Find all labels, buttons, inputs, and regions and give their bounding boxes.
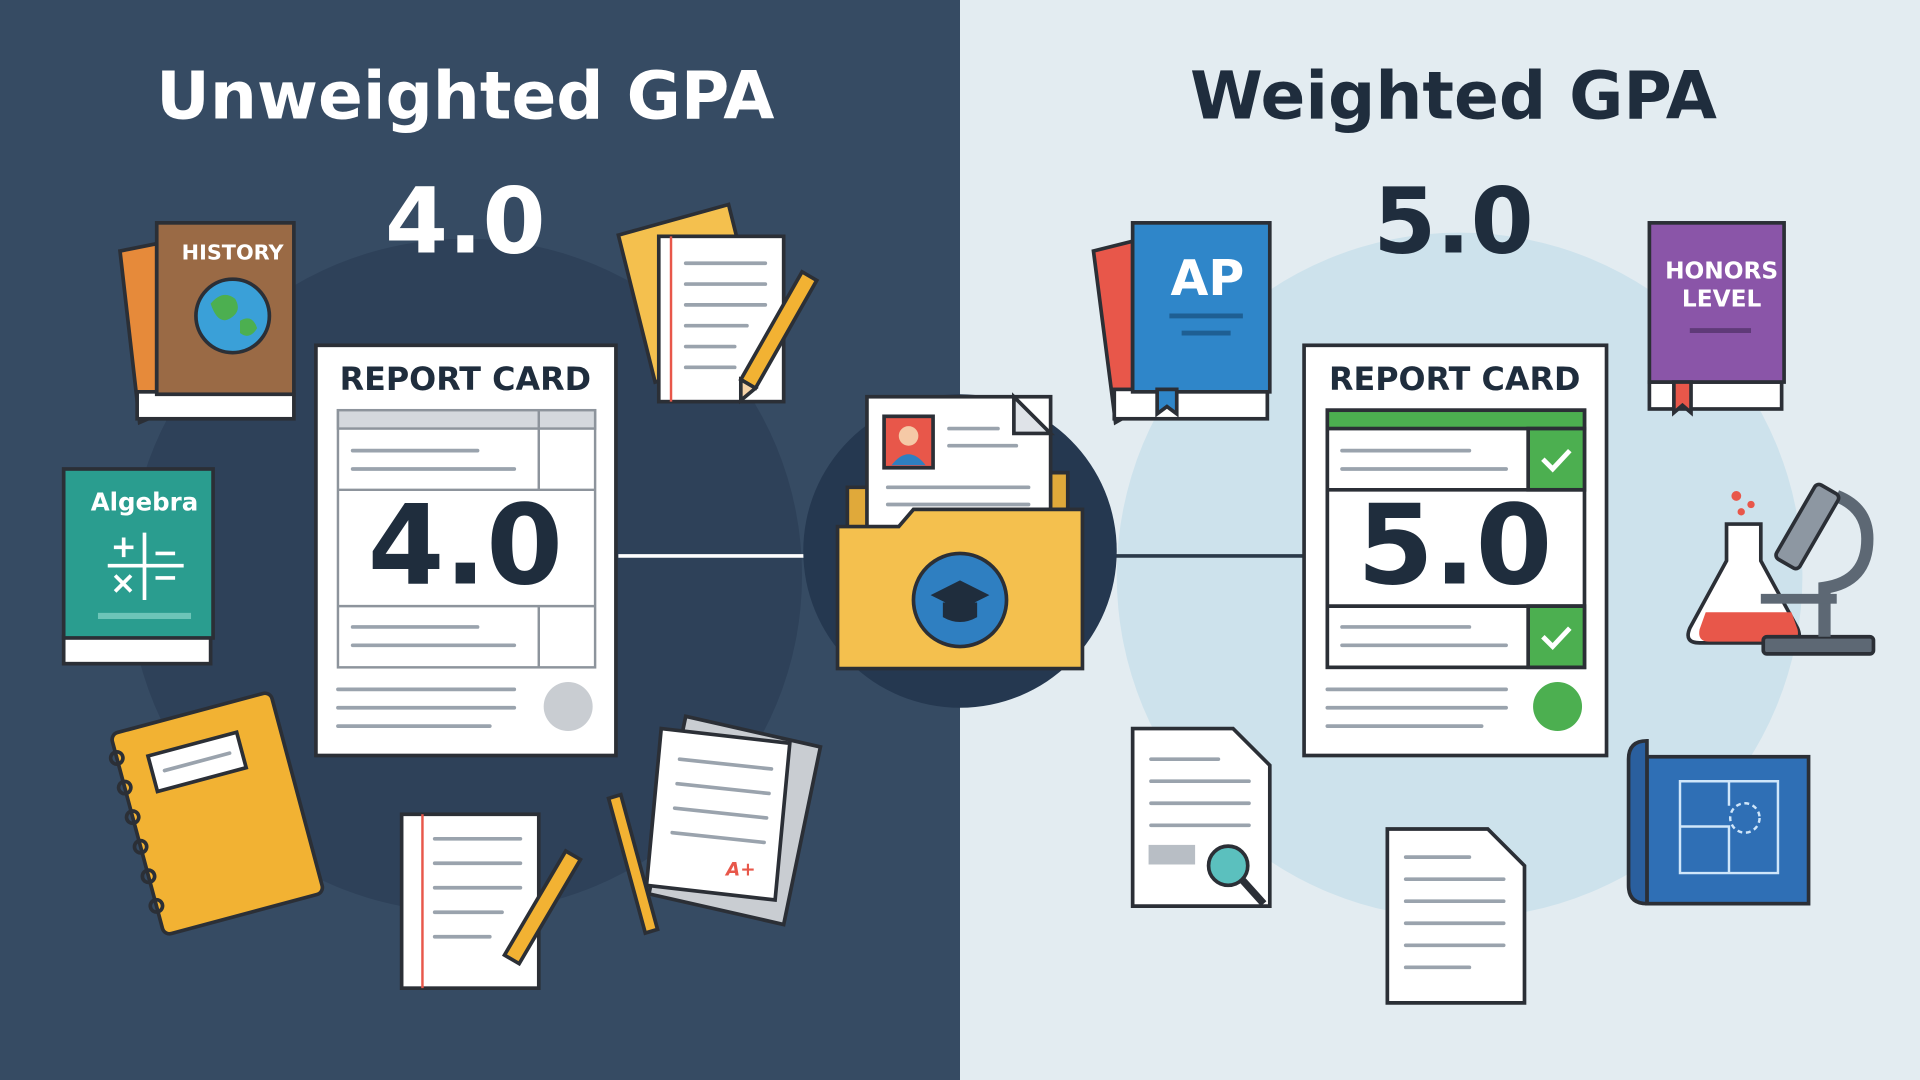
honors-book-icon xyxy=(1647,221,1786,417)
lab-icon xyxy=(1686,482,1876,656)
notepad-pencil-icon xyxy=(616,202,820,405)
right-report-card-gpa: 5.0 xyxy=(1357,482,1552,610)
honors-book-label-line-2: LEVEL xyxy=(1682,286,1762,313)
right-title: Weighted GPA xyxy=(1190,57,1717,134)
right-gpa: 5.0 xyxy=(1373,170,1534,275)
right-report-card xyxy=(1302,343,1609,758)
algebra-book-icon xyxy=(61,467,215,666)
left-report-card xyxy=(314,343,618,758)
center-folder-icon xyxy=(803,392,1117,708)
document-icon xyxy=(1385,827,1527,1005)
notebook-icon xyxy=(108,691,325,936)
history-book-icon xyxy=(117,221,296,426)
papers-icon xyxy=(644,714,823,927)
left-report-card-gpa: 4.0 xyxy=(368,482,563,610)
history-book-label: HISTORY xyxy=(182,240,285,264)
bottom-notepad-icon xyxy=(399,792,660,990)
left-title: Unweighted GPA xyxy=(156,57,774,134)
honors-book-label-line-1: HONORS xyxy=(1665,257,1778,284)
ap-book-label: AP xyxy=(1170,250,1244,307)
paper-grade-note: A+ xyxy=(724,860,756,881)
left-gpa: 4.0 xyxy=(385,170,546,275)
blueprint-icon xyxy=(1626,738,1811,906)
right-report-card-title: REPORT CARD xyxy=(1329,360,1580,398)
algebra-book-label: Algebra xyxy=(91,487,199,516)
document-search-icon xyxy=(1130,726,1272,908)
ap-book-icon xyxy=(1091,221,1272,426)
left-report-card-title: REPORT CARD xyxy=(340,360,591,398)
